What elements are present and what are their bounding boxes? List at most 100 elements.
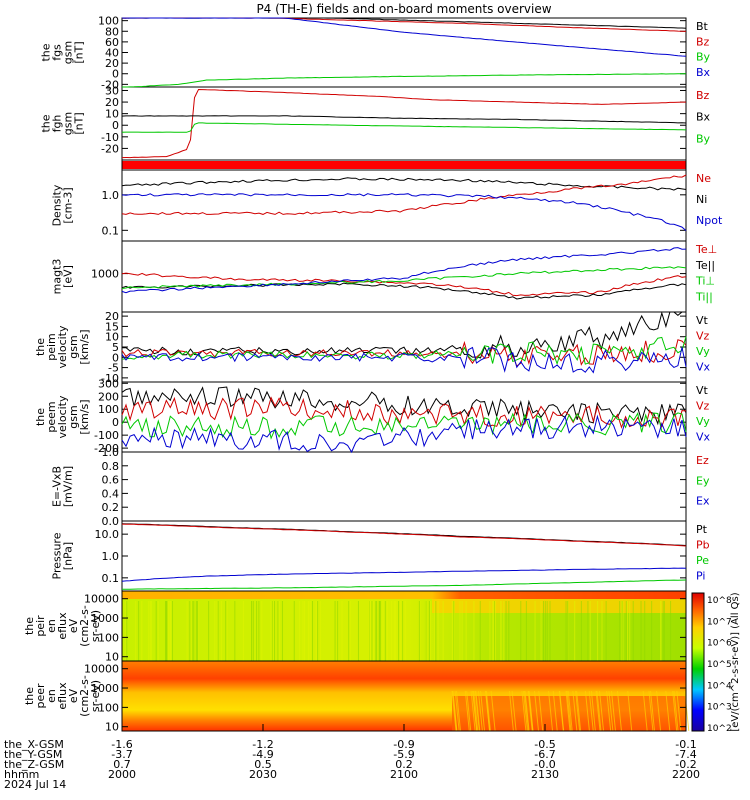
series-ne-line (121, 174, 687, 215)
spectrogram-stripe (454, 690, 460, 732)
panel-2 (121, 159, 687, 171)
x-row-label: the_Z-GSM (4, 758, 64, 771)
spectrogram-stripe (452, 690, 458, 732)
y-axis-label: the (23, 687, 36, 705)
x-tick-label: -0.5 (534, 738, 555, 751)
legend-by: By (696, 132, 711, 145)
series-pb-line (121, 523, 687, 547)
y-tick-label: 0.1 (102, 572, 120, 585)
spectrogram-stripe (566, 690, 572, 732)
y-axis-label: fgh (51, 115, 64, 133)
y-axis-label: sr-eV) (89, 610, 102, 642)
legend-bx: Bx (696, 111, 711, 124)
spectrogram-stripe (451, 690, 457, 732)
spectrogram-stripe (595, 690, 601, 732)
x-tick-label: -5.9 (393, 748, 414, 761)
x-tick-label: -7.4 (675, 748, 696, 761)
y-tick-label: 15 (105, 320, 119, 333)
y-axis-label: gsm (62, 112, 75, 135)
legend-vx: Vx (696, 431, 711, 444)
y-tick-label: -20 (101, 142, 119, 155)
series-pi-line (121, 579, 687, 590)
panel-3: 1.0 0.1 Density[cm-3] Ne Ni Npot (51, 169, 723, 242)
colorbar-tick: 10^4 (707, 681, 732, 691)
panel-7: 1.00.80.60.40.20.0 E=-VxB[mV/m] Ez Ey Ex (51, 446, 710, 528)
legend-ni: Ni (696, 193, 707, 206)
legend-pt: Pt (696, 523, 708, 536)
x-row-label: the_Y-GSM (4, 748, 62, 761)
y-tick-label: 10 (105, 721, 119, 734)
y-tick-label: 0.8 (102, 460, 120, 473)
series-ti-line (121, 266, 687, 289)
y-axis-label: [eV] (62, 265, 75, 288)
spectrogram-stripe (576, 690, 582, 732)
y-axis-label: peer (34, 683, 47, 709)
y-tick-label: 0 (112, 68, 119, 81)
series-bx-line (121, 115, 687, 124)
spectrogram-stripe (480, 690, 486, 732)
y-tick-label: 10 (105, 108, 119, 121)
legend-pe: Pe (696, 554, 709, 567)
spectrogram-stripe (572, 690, 578, 732)
figure-title: P4 (TH-E) fields and on-board moments ov… (256, 2, 551, 16)
y-axis-label: E=-VxB (51, 466, 64, 507)
spectrogram-ion-high (122, 591, 686, 599)
y-tick-label: 20 (105, 310, 119, 323)
colorbar-tick: 10^3 (707, 703, 732, 713)
spectrogram-stripe (559, 690, 565, 732)
spectrogram-stripe (650, 690, 656, 732)
x-tick-label: 2130 (531, 768, 559, 781)
y-axis-label: fgs (51, 44, 64, 61)
x-tick-label: -1.6 (111, 738, 132, 751)
y-axis-label: en (45, 619, 58, 633)
y-tick-label: 10000 (84, 663, 119, 676)
spectrogram-stripe (464, 690, 470, 732)
spectrogram-stripe (475, 690, 481, 732)
y-tick-label: 0 (112, 119, 119, 132)
y-tick-label: 60 (105, 36, 119, 49)
series-vz-line (121, 396, 687, 429)
legend-vx: Vx (696, 361, 711, 374)
y-tick-label: 80 (105, 25, 119, 38)
spectrogram-stripe (656, 690, 662, 732)
spectrogram-stripe (608, 690, 614, 732)
colorbar-tick: 10^2 (707, 724, 732, 734)
y-tick-label: 1.0 (102, 446, 120, 459)
y-axis-label: velocity (56, 325, 69, 368)
y-tick-label: 0.1 (102, 224, 120, 237)
spectrogram-stripe (567, 690, 573, 732)
panel-frame (121, 520, 687, 592)
legend-ey: Ey (696, 474, 710, 487)
y-axis-label: Density (51, 184, 64, 226)
y-axis-label: en (45, 689, 58, 703)
y-tick-label: 0 (112, 351, 119, 364)
y-tick-label: 300 (98, 377, 119, 390)
y-tick-label: -10 (101, 372, 119, 385)
y-axis-label: eV (67, 618, 80, 633)
y-tick-label: -10 (101, 131, 119, 144)
panel-8: 10.0 1.0 0.1 Pressure[nPa] Pt Pb Pe Pi (51, 520, 710, 592)
legend-vt: Vt (696, 314, 709, 327)
y-axis-label: gsm (67, 335, 80, 358)
x-tick-label: -3.7 (111, 748, 132, 761)
spectrogram-stripe (616, 690, 622, 732)
y-axis-label: peir (34, 615, 47, 637)
y-tick-label: 20 (105, 96, 119, 109)
series-ni-line (121, 177, 687, 191)
x-row-label: 2024 Jul 14 (4, 778, 66, 791)
legend-vz: Vz (696, 330, 710, 343)
series-vt-line (121, 386, 687, 426)
x-tick-label: -0.0 (534, 758, 555, 771)
series-vx-line (121, 346, 687, 374)
spectrogram-stripe (522, 690, 528, 732)
x-tick-label: -0.9 (393, 738, 414, 751)
y-axis-label: [nT] (73, 112, 86, 134)
legend-vy: Vy (696, 345, 710, 358)
x-tick-label: 2030 (249, 768, 277, 781)
y-axis-label: the (34, 338, 47, 356)
y-axis-label: [mV/m] (62, 466, 75, 507)
series-vy-line (121, 336, 687, 366)
